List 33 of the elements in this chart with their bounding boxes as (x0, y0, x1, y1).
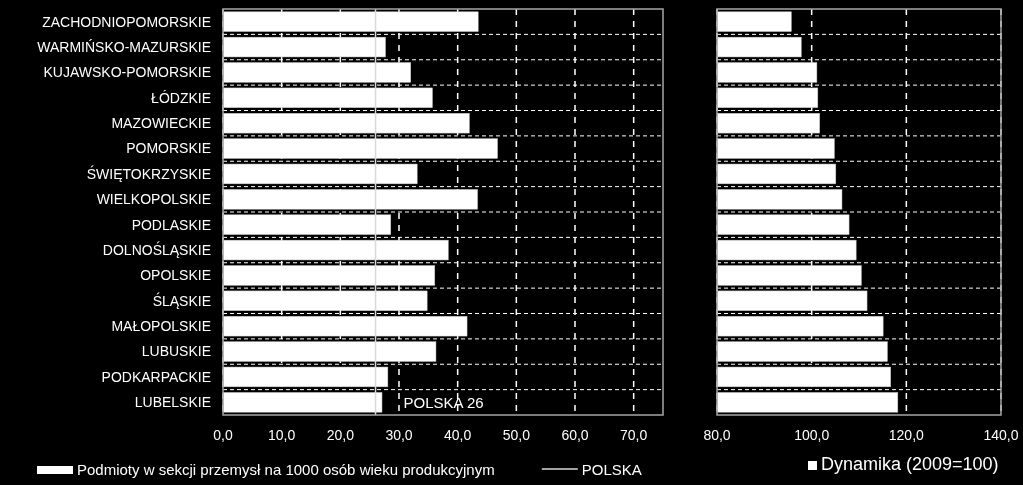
x-tick-label: 100,0 (794, 427, 830, 443)
legend-label: Podmioty w sekcji przemysł na 1000 osób wieku produkcyjnym (77, 461, 495, 479)
y-tick-label: ŚLĄSKIE (152, 291, 211, 309)
y-tick-label: ŁÓDZKIE (151, 89, 211, 106)
y-tick-label: LUBELSKIE (134, 394, 211, 411)
x-tick-label: 30,0 (385, 427, 413, 443)
x-tick-label: 60,0 (561, 427, 589, 443)
y-tick-label: ZACHODNIOPOMORSKIE (42, 13, 211, 30)
legend-label: POLSKA (581, 461, 642, 479)
y-tick-label: PODLASKIE (131, 216, 211, 233)
x-tick-label: 40,0 (444, 427, 472, 443)
y-tick-label: MAŁOPOLSKIE (111, 318, 211, 335)
x-tick-label: 80,0 (703, 427, 731, 443)
y-tick-label: WARMIŃSKO-MAZURSKIE (37, 38, 211, 55)
legend-label: Dynamika (2009=100) (821, 454, 999, 474)
y-tick-label: OPOLSKIE (140, 267, 211, 284)
y-tick-label: MAZOWIECKIE (111, 115, 211, 132)
y-tick-label: DOLNOŚLĄSKIE (102, 240, 211, 258)
x-tick-label: 10,0 (268, 427, 296, 443)
x-tick-label: 120,0 (888, 427, 925, 443)
x-tick-label: 20,0 (326, 427, 355, 443)
y-tick-label: POMORSKIE (126, 140, 211, 157)
y-tick-label: LUBUSKIE (141, 343, 211, 360)
y-tick-label: WIELKOPOLSKIE (96, 191, 211, 208)
annotation: POLSKA 26 (403, 393, 484, 411)
bar (222, 392, 383, 413)
x-tick-label: 70,0 (620, 427, 648, 443)
y-tick-label: PODKARPACKIE (101, 368, 211, 385)
x-tick-label: 0,0 (213, 427, 233, 443)
y-tick-label: KUJAWSKO-POMORSKIE (43, 64, 211, 81)
y-tick-label: ŚWIĘTOKRZYSKIE (86, 164, 211, 182)
x-tick-label: 140,0 (983, 427, 1019, 443)
x-tick-label: 50,0 (502, 427, 531, 443)
